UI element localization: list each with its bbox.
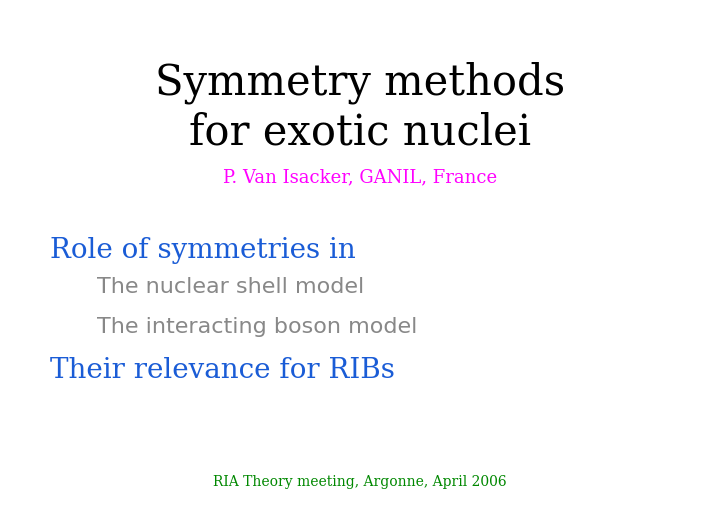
Text: Their relevance for RIBs: Their relevance for RIBs — [50, 357, 395, 384]
Text: P. Van Isacker, GANIL, France: P. Van Isacker, GANIL, France — [223, 168, 497, 186]
Text: The nuclear shell model: The nuclear shell model — [97, 277, 364, 297]
Text: Role of symmetries in: Role of symmetries in — [50, 237, 356, 264]
Text: RIA Theory meeting, Argonne, April 2006: RIA Theory meeting, Argonne, April 2006 — [213, 474, 507, 489]
Text: Symmetry methods
for exotic nuclei: Symmetry methods for exotic nuclei — [155, 61, 565, 154]
Text: The interacting boson model: The interacting boson model — [97, 317, 418, 336]
